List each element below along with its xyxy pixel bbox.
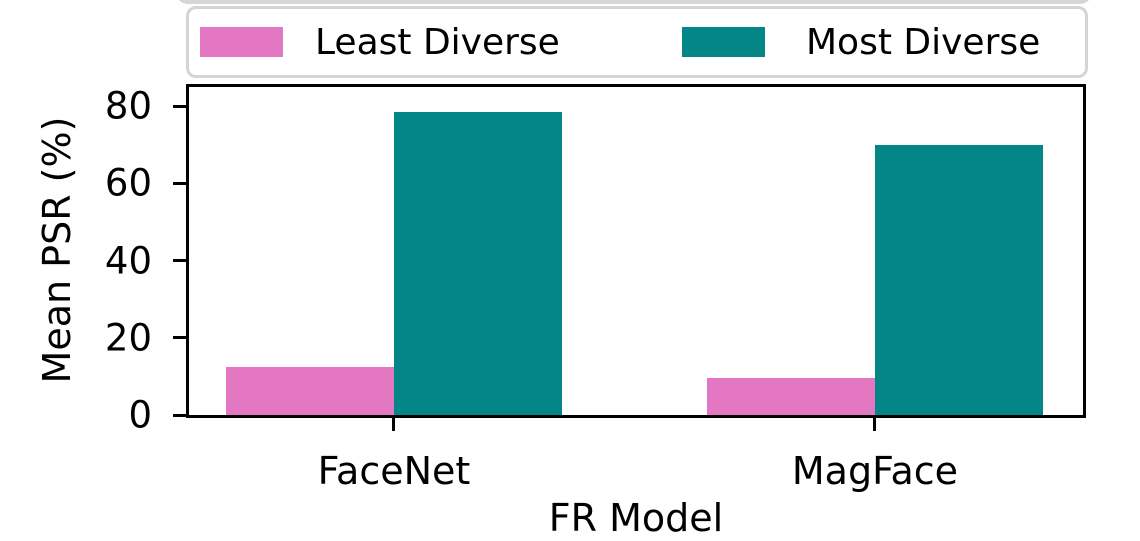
y-tick-label-60: 60 (104, 161, 152, 205)
x-axis-label: FR Model (548, 496, 724, 540)
x-tick-mark-magface (873, 418, 877, 431)
legend-label-most-diverse: Most Diverse (806, 21, 1041, 63)
y-tick-label-40: 40 (104, 239, 152, 283)
x-tick-label-facenet: FaceNet (317, 449, 471, 493)
bar-magface-least-diverse (706, 378, 875, 415)
x-tick-mark-facenet (392, 418, 396, 431)
plot-area: 0 20 40 60 80 FaceNet MagFace (105, 84, 1086, 490)
y-tick-label-0: 0 (128, 393, 152, 437)
y-tick-label-20: 20 (104, 316, 152, 360)
y-tick-mark-80 (173, 104, 186, 108)
y-tick-mark-60 (173, 181, 186, 185)
bar-facenet-least-diverse (225, 366, 394, 415)
y-tick-mark-20 (173, 336, 186, 340)
legend-swatch-least-diverse (200, 27, 283, 57)
legend-swatch-most-diverse (682, 27, 765, 57)
chart-legend: Least Diverse Most Diverse (186, 6, 1088, 78)
x-tick-label-magface: MagFace (791, 449, 959, 493)
bar-facenet-most-diverse (393, 112, 562, 415)
y-tick-label-80: 80 (104, 84, 152, 128)
bar-magface-most-diverse (874, 144, 1043, 415)
y-tick-mark-40 (173, 259, 186, 263)
y-tick-mark-0 (173, 413, 186, 417)
legend-label-least-diverse: Least Diverse (315, 21, 560, 63)
cropped-box-edge (176, 0, 1092, 4)
y-axis-label: Mean PSR (%) (35, 116, 79, 384)
